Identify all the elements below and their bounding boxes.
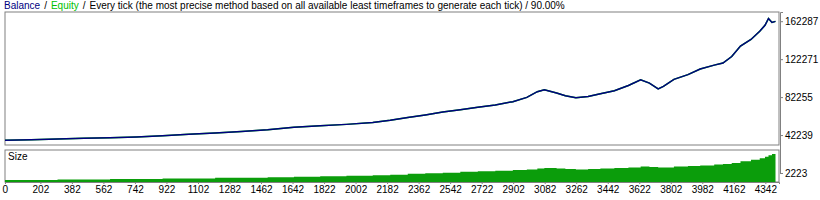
x-tick: 1282 xyxy=(219,182,242,195)
tick-mark xyxy=(780,21,783,22)
subtitle: Every tick (the most precise method base… xyxy=(90,0,565,11)
x-tick-label: 4342 xyxy=(755,184,778,195)
x-tick-label: 2182 xyxy=(376,184,399,195)
x-tick-label: 562 xyxy=(96,184,113,195)
x-tick-label: 3262 xyxy=(566,184,589,195)
x-tick: 742 xyxy=(127,182,144,195)
y-axis: 2223 42239 82255 122271 162287 xyxy=(780,13,819,179)
x-tick: 0 xyxy=(3,182,9,195)
x-tick: 4162 xyxy=(723,182,746,195)
x-tick-label: 4162 xyxy=(723,184,746,195)
x-tick: 4342 xyxy=(755,182,778,195)
x-tick-label: 1642 xyxy=(282,184,305,195)
size-frame xyxy=(5,150,779,182)
tick-mark xyxy=(780,173,783,174)
legend-entry: Equity xyxy=(51,0,79,11)
separator: / xyxy=(83,0,86,11)
x-tick: 2002 xyxy=(345,182,368,195)
x-tick: 3082 xyxy=(534,182,557,195)
x-tick: 2902 xyxy=(503,182,526,195)
x-tick-label: 382 xyxy=(64,184,81,195)
size-area xyxy=(5,154,775,182)
plot-area xyxy=(5,18,775,140)
chart-root: Balance/Equity/Every tick (the most prec… xyxy=(0,0,820,200)
x-tick: 3262 xyxy=(566,182,589,195)
x-tick-label: 2362 xyxy=(408,184,431,195)
x-tick: 1642 xyxy=(282,182,305,195)
y-tick: 82255 xyxy=(780,92,813,103)
x-tick-label: 0 xyxy=(3,184,9,195)
x-tick: 2722 xyxy=(471,182,494,195)
x-tick: 382 xyxy=(64,182,81,195)
y-tick-label: 2223 xyxy=(785,168,808,179)
y-tick: 2223 xyxy=(780,168,808,179)
series-line xyxy=(5,18,775,140)
series-line xyxy=(5,18,775,140)
panel-title: Size xyxy=(8,151,28,162)
x-tick-label: 742 xyxy=(127,184,144,195)
x-tick-label: 3082 xyxy=(534,184,557,195)
legend-entry: Balance xyxy=(4,0,41,11)
x-tick-label: 2902 xyxy=(503,184,526,195)
x-tick-label: 922 xyxy=(159,184,176,195)
y-tick: 122271 xyxy=(780,54,819,65)
header: Balance/Equity/Every tick (the most prec… xyxy=(4,0,565,11)
x-tick: 3442 xyxy=(597,182,620,195)
x-tick: 922 xyxy=(159,182,176,195)
separator: / xyxy=(44,0,47,11)
tick-mark xyxy=(780,59,783,60)
y-tick-label: 42239 xyxy=(785,130,813,141)
x-tick: 3802 xyxy=(660,182,683,195)
x-tick-label: 2542 xyxy=(440,184,463,195)
x-tick: 562 xyxy=(96,182,113,195)
x-tick: 2182 xyxy=(376,182,399,195)
x-tick: 1822 xyxy=(313,182,336,195)
y-tick: 42239 xyxy=(780,130,813,141)
x-tick-label: 3802 xyxy=(660,184,683,195)
y-tick-label: 122271 xyxy=(785,54,819,65)
axis-line xyxy=(781,13,784,174)
x-tick-label: 2002 xyxy=(345,184,368,195)
x-tick: 2362 xyxy=(408,182,431,195)
x-tick-label: 202 xyxy=(33,184,50,195)
y-tick-label: 82255 xyxy=(785,92,813,103)
x-axis: 0 202 382 562 742 922 1102 1282 1462 1642 1822 2002… xyxy=(3,182,780,195)
x-tick-label: 3442 xyxy=(597,184,620,195)
y-tick-label: 162287 xyxy=(785,16,819,27)
x-tick: 2542 xyxy=(440,182,463,195)
x-tick-label: 3982 xyxy=(692,184,715,195)
size-area-group xyxy=(5,154,775,182)
x-tick: 202 xyxy=(33,182,50,195)
tick-mark xyxy=(780,97,783,98)
x-tick-label: 2722 xyxy=(471,184,494,195)
x-tick-label: 1282 xyxy=(219,184,242,195)
x-tick-label: 1102 xyxy=(188,184,210,195)
x-tick-label: 1462 xyxy=(250,184,273,195)
tick-mark xyxy=(780,135,783,136)
y-tick: 162287 xyxy=(780,16,819,27)
plot-frame xyxy=(5,12,779,145)
x-tick-label: 3622 xyxy=(629,184,652,195)
x-tick: 3982 xyxy=(692,182,715,195)
x-tick-label: 1822 xyxy=(313,184,336,195)
x-tick: 3622 xyxy=(629,182,652,195)
x-tick: 1102 xyxy=(188,182,210,195)
x-tick: 1462 xyxy=(250,182,273,195)
